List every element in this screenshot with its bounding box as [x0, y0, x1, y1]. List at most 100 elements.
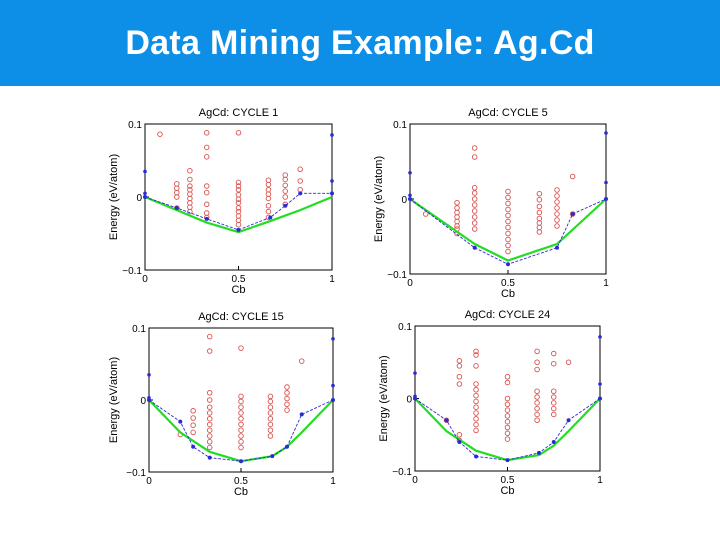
slide-title: Data Mining Example: Ag.Cd	[125, 23, 595, 62]
candidate-point	[187, 191, 193, 197]
candidate-point	[471, 196, 478, 202]
candidate-point	[206, 433, 213, 439]
candidate-point	[265, 195, 272, 202]
candidate-point	[471, 184, 478, 191]
candidate-point	[190, 429, 196, 436]
x-tick-label: 0	[412, 475, 418, 486]
candidate-point	[554, 187, 560, 193]
x-tick-label: 0.5	[232, 274, 246, 285]
hull-point	[536, 450, 541, 455]
candidate-point	[235, 200, 242, 206]
candidate-point	[504, 401, 511, 408]
candidate-point	[550, 360, 557, 367]
candidate-point	[235, 196, 242, 202]
endpoint-point	[604, 131, 608, 135]
candidate-point	[550, 388, 557, 394]
candidate-point	[203, 210, 210, 216]
hull-point	[331, 398, 335, 402]
candidate-point	[282, 188, 288, 194]
candidate-point	[265, 181, 272, 188]
predicted-hull-line	[144, 192, 332, 231]
hull-point	[178, 419, 183, 424]
candidate-point	[267, 404, 274, 410]
candidate-point	[505, 248, 511, 255]
candidate-point	[187, 183, 193, 189]
y-tick-label: 0	[401, 195, 407, 206]
candidate-point	[284, 384, 290, 390]
candidate-point	[505, 206, 511, 213]
candidate-point	[422, 211, 429, 217]
candidate-point	[536, 220, 543, 226]
candidate-point	[282, 176, 288, 183]
candidate-point	[473, 427, 479, 434]
candidate-point	[473, 348, 479, 355]
candidate-point	[238, 410, 244, 416]
candidate-point	[206, 333, 213, 340]
candidate-point	[536, 196, 543, 203]
y-tick-label: 0.1	[398, 322, 412, 333]
candidate-point	[282, 182, 288, 189]
candidate-point	[282, 172, 288, 178]
candidate-point	[238, 393, 244, 400]
candidate-point	[157, 131, 163, 137]
candidate-point	[534, 348, 540, 355]
hull-point	[566, 418, 571, 423]
x-axis-label: Cb	[231, 284, 245, 296]
candidate-point	[569, 211, 576, 217]
candidate-point	[206, 397, 213, 403]
hull-point	[555, 245, 559, 250]
candidate-point	[235, 179, 242, 186]
candidate-point	[190, 408, 196, 414]
axes-frame	[409, 123, 607, 275]
candidate-point	[238, 398, 244, 405]
candidate-point	[505, 242, 511, 249]
candidate-point	[473, 398, 479, 405]
x-axis-label: Cb	[234, 486, 248, 498]
candidate-point	[504, 407, 511, 413]
candidate-point	[282, 194, 288, 200]
candidate-point	[505, 236, 511, 243]
y-axis-label: Energy (eV/atom)	[108, 357, 120, 443]
endpoint-point	[408, 170, 412, 175]
x-tick-label: 0	[407, 278, 413, 289]
candidate-point	[187, 200, 193, 206]
axes-frame	[148, 327, 334, 473]
candidate-point	[174, 194, 180, 200]
candidate-point	[206, 427, 213, 433]
y-axis-label: Energy (eV/atom)	[373, 156, 385, 242]
candidate-point	[284, 401, 290, 408]
candidate-point	[504, 413, 511, 419]
hull-point	[506, 262, 510, 267]
candidate-point	[505, 194, 511, 201]
candidate-point	[187, 176, 193, 183]
hull-point	[330, 191, 334, 196]
candidate-point	[471, 154, 478, 160]
candidate-point	[235, 192, 242, 198]
y-tick-label: −0.1	[122, 266, 142, 277]
candidate-point	[534, 366, 540, 373]
endpoint-point	[598, 335, 602, 339]
candidate-point	[554, 193, 560, 199]
candidate-point	[504, 373, 511, 380]
candidate-point	[554, 205, 560, 211]
endpoint-point	[143, 191, 147, 196]
candidate-point	[504, 379, 511, 386]
ground-truth-hull-line	[409, 198, 607, 262]
candidate-point	[471, 220, 478, 226]
hull-point	[472, 245, 477, 250]
y-tick-label: −0.1	[126, 468, 146, 479]
candidate-point	[473, 416, 479, 422]
x-axis-label: Cb	[501, 288, 515, 300]
candidate-point	[238, 444, 244, 451]
candidate-point	[471, 208, 478, 214]
candidate-point	[456, 358, 463, 364]
candidate-point	[235, 205, 242, 211]
candidate-point	[456, 431, 463, 438]
candidate-point	[504, 418, 511, 425]
candidate-point	[190, 422, 196, 428]
x-tick-label: 1	[329, 274, 335, 285]
candidate-point	[504, 436, 511, 442]
candidate-point	[471, 202, 478, 208]
candidate-point	[456, 363, 463, 369]
